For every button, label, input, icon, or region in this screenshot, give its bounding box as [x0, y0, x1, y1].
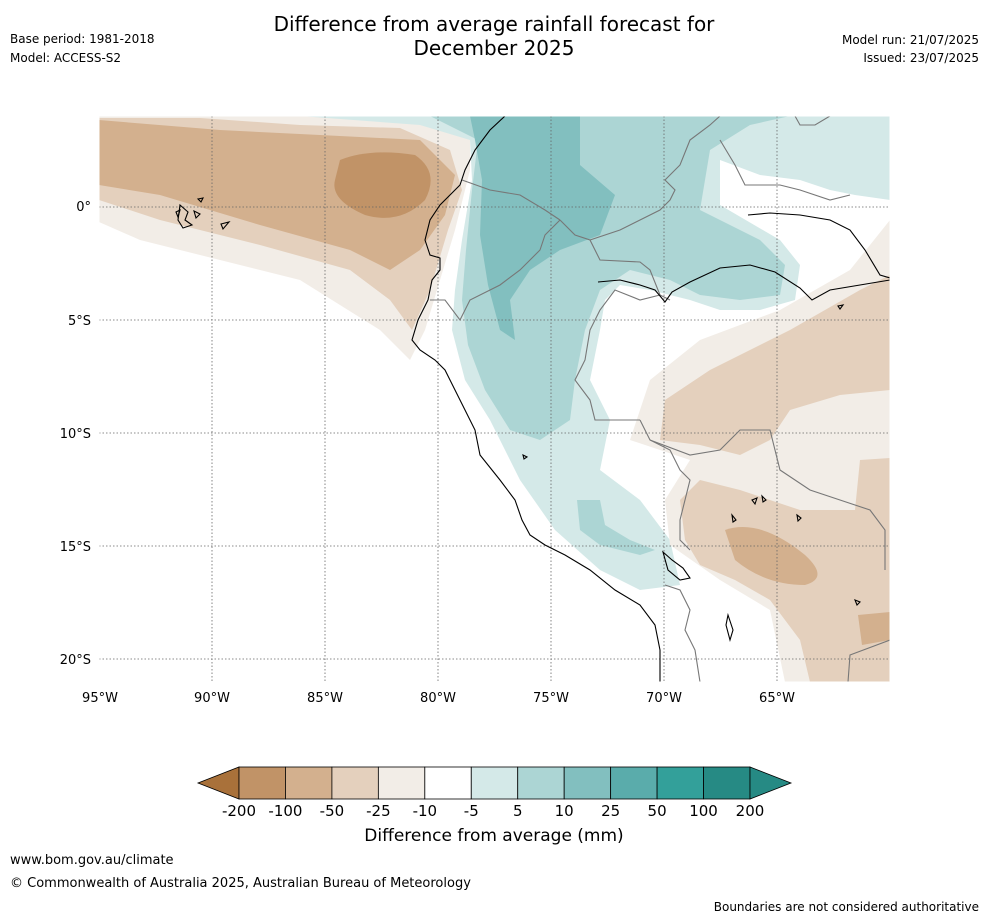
galapagos-san-cristobal: [220, 221, 231, 231]
coastline-amazon-mouth: [747, 212, 890, 279]
island-atlantic-coast: [837, 304, 845, 310]
title-line-1: Difference from average rainfall forecas…: [273, 12, 715, 36]
lat-label-5s: 5°S: [68, 314, 91, 329]
colorbar-tick-label: -100: [268, 802, 302, 820]
border-bolivia-brazil: [649, 429, 886, 570]
country-borders: [430, 116, 890, 682]
lon-label-75w: 75°W: [533, 691, 569, 706]
galapagos-fernandina: [175, 208, 181, 219]
border-chile-bolivia-argentina: [664, 584, 701, 682]
island-bolivia-lake-4: [731, 513, 737, 523]
lake-poopo: [725, 612, 734, 643]
colorbar-label: Difference from average (mm): [364, 826, 624, 846]
colorbar-segment: [285, 766, 333, 800]
colorbar-tick-label: 25: [601, 802, 620, 820]
border-colombia-peru-brazil: [559, 219, 671, 301]
anomaly-dry-brazil-south-strong: [858, 612, 890, 645]
title-line-2: December 2025: [413, 36, 575, 60]
colorbar-segment: [238, 766, 286, 800]
island-bolivia-lake-1: [751, 497, 758, 506]
lon-label-70w: 70°W: [646, 691, 682, 706]
anomaly-dry-brazil-moderate: [660, 275, 890, 455]
model-name: Model: ACCESS-S2: [10, 51, 122, 65]
island-bolivia-lake-2: [761, 494, 767, 503]
colorbar-segment: [517, 766, 565, 800]
colorbar-tick-label: -5: [464, 802, 479, 820]
border-ecuador-peru: [430, 219, 561, 322]
lon-label-95w: 95°W: [82, 691, 118, 706]
border-colombia-brazil: [589, 116, 721, 241]
border-argentina-paraguay: [847, 639, 890, 682]
island-bolivia-lake-3: [796, 513, 802, 523]
anomaly-dry-bolivia-strong: [725, 527, 818, 585]
anomaly-wet-strong: [470, 116, 615, 340]
model-run-date: Model run: 21/07/2025: [841, 33, 979, 47]
colorbar-segment: [703, 766, 751, 800]
border-peru-bolivia: [639, 419, 691, 551]
colorbar-tick-labels: -200 -100 -50 -25 -10 -5 5 10 25 50 100 200: [222, 802, 764, 820]
colorbar: -200 -100 -50 -25 -10 -5 5 10 25 50 100 200: [196, 766, 793, 820]
lat-label-20s: 20°S: [60, 653, 91, 668]
colorbar-tick-label: 50: [648, 802, 667, 820]
lake-titicaca: [661, 550, 691, 581]
lat-label-0: 0°: [76, 200, 91, 215]
coastline-amazon-river: [597, 264, 890, 303]
coastlines: [175, 116, 890, 682]
map-area: [99, 116, 890, 682]
colorbar-tick-label: 200: [736, 802, 765, 820]
colorbar-segment: [331, 766, 379, 800]
lon-label-65w: 65°W: [759, 691, 795, 706]
anomaly-dry-pacific-core: [334, 152, 431, 218]
border-guianas: [794, 116, 831, 126]
lon-tick-labels: 95°W 90°W 85°W 80°W 75°W 70°W 65°W: [82, 691, 795, 706]
issued-date: Issued: 23/07/2025: [863, 51, 979, 65]
colorbar-tick-label: -25: [366, 802, 391, 820]
lat-label-15s: 15°S: [60, 540, 91, 555]
galapagos-isabela: [177, 203, 194, 229]
colorbar-segment: [656, 766, 704, 800]
lat-label-10s: 10°S: [60, 427, 91, 442]
colorbar-low-extend-arrow: [196, 766, 240, 800]
base-period: Base period: 1981-2018: [10, 32, 155, 46]
lat-tick-labels: 0° 5°S 10°S 15°S 20°S: [60, 200, 91, 668]
colorbar-tick-label: -10: [413, 802, 438, 820]
colorbar-tick-label: 100: [689, 802, 718, 820]
website-link[interactable]: www.bom.gov.au/climate: [10, 853, 174, 868]
anomaly-wet-peru-moderate: [577, 500, 655, 555]
lon-label-85w: 85°W: [307, 691, 343, 706]
colorbar-high-extend-arrow: [749, 766, 793, 800]
island-peru-coast: [522, 453, 529, 460]
colorbar-segment: [610, 766, 658, 800]
border-peru-brazil: [574, 289, 661, 421]
colorbar-tick-label: -200: [222, 802, 256, 820]
colorbar-tick-label: 5: [513, 802, 523, 820]
colorbar-segment: [377, 766, 426, 800]
lon-label-80w: 80°W: [420, 691, 456, 706]
copyright-notice: © Commonwealth of Australia 2025, Austra…: [10, 876, 471, 891]
lon-label-90w: 90°W: [194, 691, 230, 706]
galapagos-marchena: [196, 197, 204, 203]
island-paraguay: [854, 599, 861, 606]
boundaries-disclaimer: Boundaries are not considered authoritat…: [713, 900, 979, 914]
border-venezuela-brazil: [719, 139, 851, 201]
border-colombia-ecuador: [461, 179, 561, 221]
colorbar-segment: [563, 766, 612, 800]
colorbar-segment: [470, 766, 519, 800]
galapagos-santa-cruz: [193, 209, 201, 220]
coastline-pacific: [411, 116, 661, 682]
graticule: [99, 116, 890, 682]
colorbar-tick-label: 10: [555, 802, 574, 820]
colorbar-tick-label: -50: [320, 802, 345, 820]
colorbar-segments: [238, 766, 751, 800]
page-title: Difference from average rainfall forecas…: [0, 12, 988, 60]
colorbar-segment: [424, 766, 472, 800]
